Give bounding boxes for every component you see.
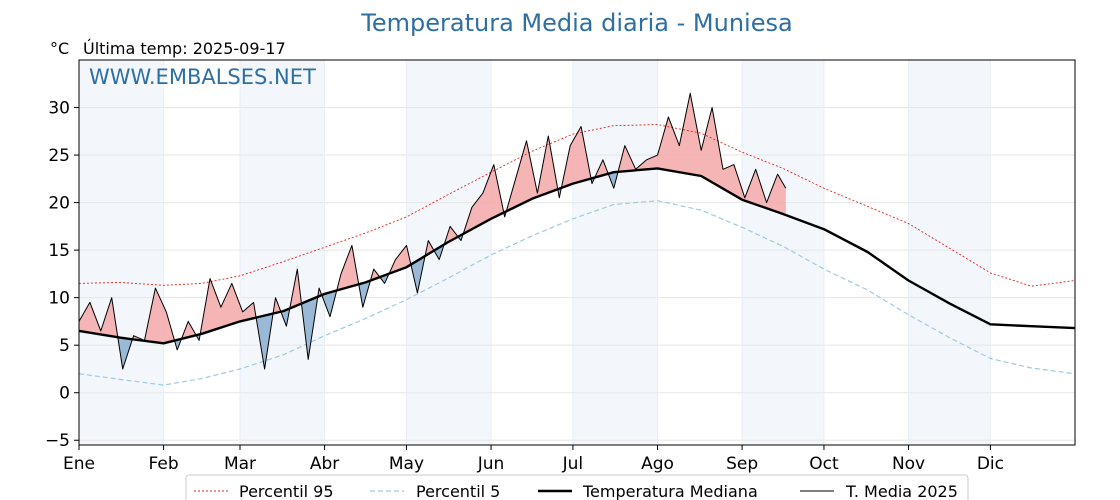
fill-below-median: [433, 244, 444, 260]
fill-below-median: [379, 273, 389, 284]
y-tick-label: 25: [48, 146, 70, 166]
series-line-percentil-5: [78, 200, 1076, 386]
y-tick-label: 20: [48, 194, 70, 214]
plot-frame: [78, 59, 1076, 446]
x-tick-label-jun: Jun: [477, 454, 505, 474]
x-tick-label-mar: Mar: [224, 454, 256, 474]
month-band-may: [406, 60, 492, 445]
x-axis: Ene Feb Mar Abr May Jun Jul Ago Sep Oct Nov Dic: [63, 445, 1004, 474]
x-tick-label-oct: Oct: [809, 454, 839, 474]
y-tick-label: 30: [48, 99, 70, 119]
fill-below-median: [358, 280, 371, 308]
x-tick-label-ene: Ene: [63, 454, 95, 474]
unit-label: °C: [50, 39, 69, 58]
y-tick-label: 0: [59, 384, 70, 404]
fill-below-median: [174, 338, 182, 350]
x-tick-label-feb: Feb: [149, 454, 179, 474]
x-tick-label-dic: Dic: [977, 454, 1004, 474]
series-line-mediana: [78, 167, 1076, 345]
x-tick-label-ago: Ago: [641, 454, 674, 474]
y-tick-label: 15: [48, 241, 70, 261]
month-band-jul: [572, 60, 658, 445]
month-bands: [79, 60, 991, 445]
x-tick-label-nov: Nov: [892, 454, 925, 474]
x-tick-label-sep: Sep: [726, 454, 758, 474]
fill-below-median: [255, 313, 273, 369]
fill-above-median: [424, 240, 434, 257]
y-axis: −5 0 5 10 15 20 25 30: [45, 99, 79, 451]
x-tick-label-jul: Jul: [562, 454, 584, 474]
fill-above-median: [444, 226, 458, 246]
watermark: WWW.EMBALSES.NET: [89, 65, 316, 89]
fill-below-median: [321, 290, 337, 317]
legend-box: [185, 474, 969, 500]
series-line-percentil-95: [78, 124, 1076, 287]
fill-below-median: [607, 171, 618, 189]
fill-above-median: [617, 93, 786, 215]
fill-below-median: [410, 256, 425, 293]
fill-above-median: [199, 278, 256, 337]
x-tick-label-abr: Abr: [310, 454, 339, 474]
legend-label-p95: Percentil 95: [239, 482, 334, 500]
month-band-mar: [239, 60, 325, 445]
y-tick-label: 5: [59, 336, 70, 356]
x-tick-label-may: May: [389, 454, 424, 474]
legend-label-p5: Percentil 5: [416, 482, 500, 500]
fill-above-median: [181, 321, 196, 340]
legend-label-2025: T. Media 2025: [845, 482, 958, 500]
fill-above-median: [506, 136, 558, 213]
last-temp-label: Última temp: 2025-09-17: [83, 39, 286, 58]
month-band-sep: [742, 60, 824, 445]
fill-below-median: [117, 333, 133, 369]
fill-above-median: [79, 297, 118, 338]
month-band-ene: [79, 60, 164, 445]
series-line-2025: [78, 92, 787, 370]
fill-below-median: [301, 296, 318, 360]
fill-above-median: [132, 288, 175, 344]
series-lines: [78, 92, 1076, 386]
fill-above-median: [561, 126, 591, 188]
legend-label-median: Temperatura Mediana: [582, 482, 758, 500]
y-tick-label: 10: [48, 289, 70, 309]
chart-title: Temperatura Media diaria - Muniesa: [360, 9, 792, 37]
month-band-nov: [908, 60, 991, 445]
legend: Percentil 95 Percentil 5 Temperatura Med…: [185, 474, 969, 500]
y-tick-label: −5: [45, 431, 70, 451]
fill-above-median: [336, 245, 359, 293]
